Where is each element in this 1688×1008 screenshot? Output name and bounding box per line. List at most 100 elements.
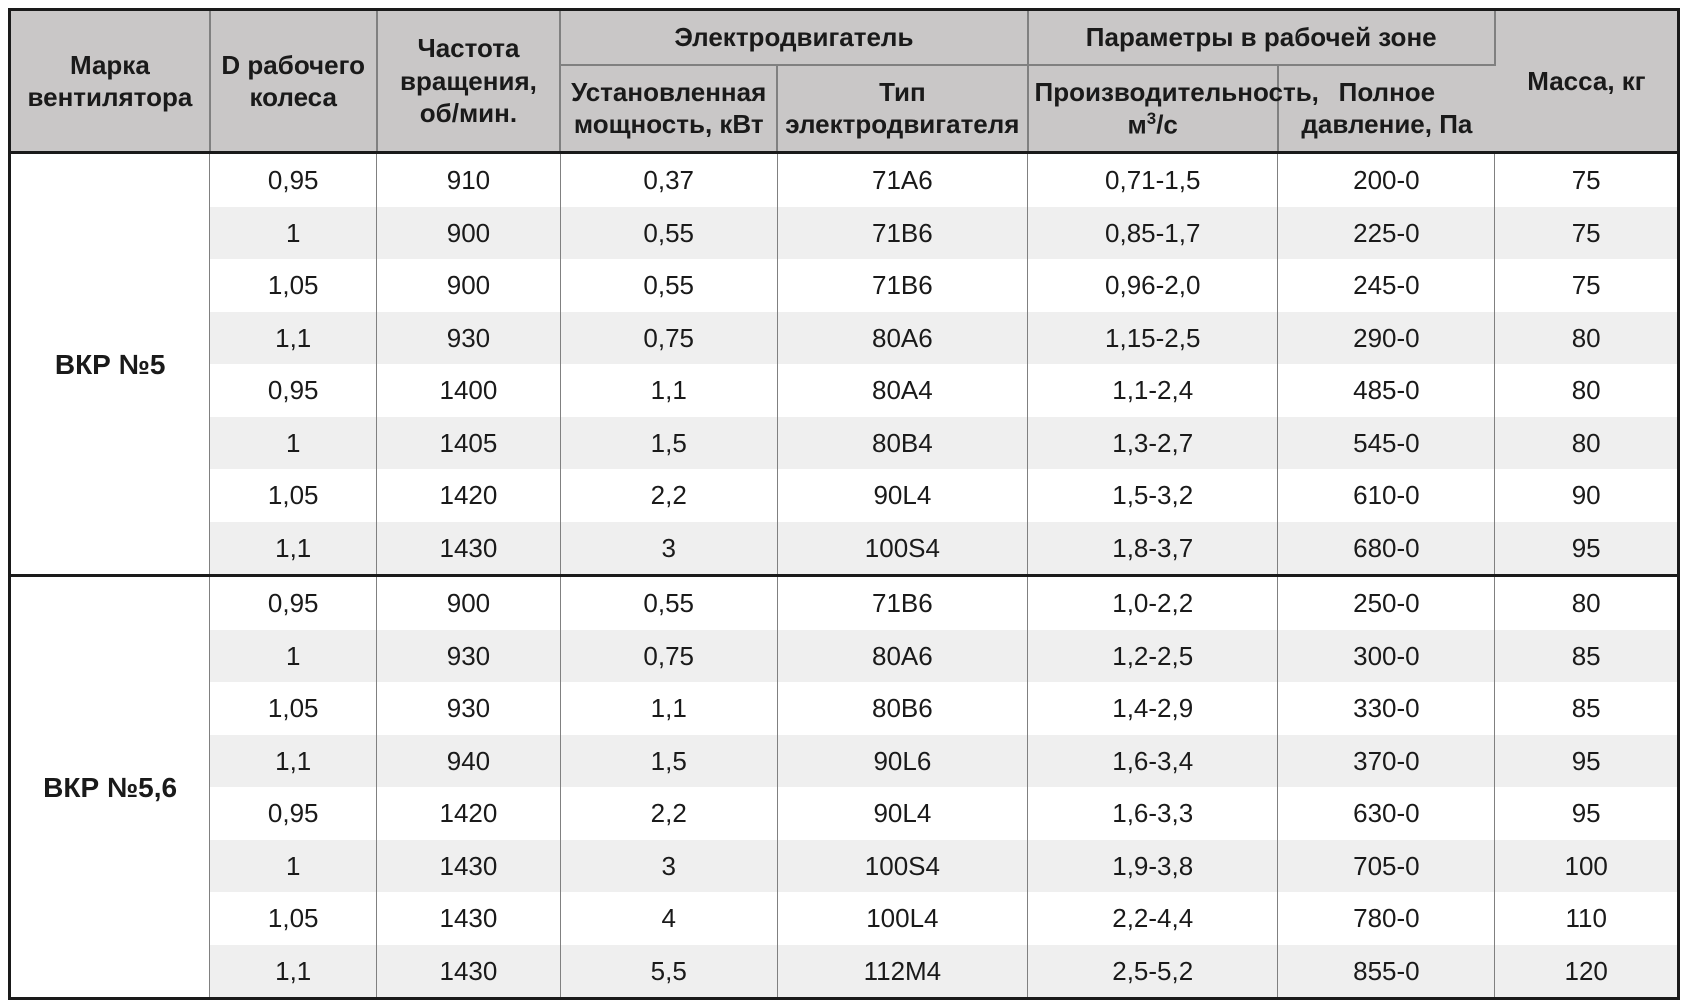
table-cell: 245-0 — [1278, 259, 1495, 312]
table-cell: 80В4 — [777, 417, 1027, 470]
table-row: 1,114303100S41,8-3,7680-095 — [10, 522, 1679, 576]
table-cell: 112М4 — [777, 945, 1027, 999]
table-cell: 71В6 — [777, 259, 1027, 312]
table-cell: 0,85-1,7 — [1028, 207, 1278, 260]
table-row: 1,114305,5112М42,5-5,2855-0120 — [10, 945, 1679, 999]
table-cell: 1430 — [377, 840, 561, 893]
table-cell: 0,95 — [210, 576, 377, 630]
table-cell: 90L6 — [777, 735, 1027, 788]
table-cell: 1420 — [377, 787, 561, 840]
table-cell: 71В6 — [777, 207, 1027, 260]
table-cell: 2,2 — [560, 787, 777, 840]
table-cell: 1,5-3,2 — [1028, 469, 1278, 522]
table-cell: 1,8-3,7 — [1028, 522, 1278, 576]
col-header-motor-group: Электродвигатель — [560, 10, 1027, 65]
table-cell: 0,96-2,0 — [1028, 259, 1278, 312]
table-cell: 1 — [210, 840, 377, 893]
table-cell: 290-0 — [1278, 312, 1495, 365]
table-cell: 1,1-2,4 — [1028, 364, 1278, 417]
table-cell: 80 — [1495, 576, 1679, 630]
table-cell: 900 — [377, 576, 561, 630]
table-cell: 1,1 — [560, 682, 777, 735]
table-cell: 0,71-1,5 — [1028, 153, 1278, 207]
col-header-power: Установленная мощность, кВт — [560, 65, 777, 153]
table-row: 0,9514202,290L41,6-3,3630-095 — [10, 787, 1679, 840]
table-cell: 930 — [377, 312, 561, 365]
table-cell: 855-0 — [1278, 945, 1495, 999]
table-cell: 1,1 — [560, 364, 777, 417]
table-row: 19300,7580А61,2-2,5300-085 — [10, 630, 1679, 683]
table-cell: 1,05 — [210, 259, 377, 312]
table-cell: 80А6 — [777, 630, 1027, 683]
table-cell: 2,5-5,2 — [1028, 945, 1278, 999]
table-cell: 930 — [377, 630, 561, 683]
table-cell: 1,05 — [210, 682, 377, 735]
table-cell: 90L4 — [777, 469, 1027, 522]
col-header-motor-type: Тип электродвигателя — [777, 65, 1027, 153]
col-header-perf: Производительность, м3/с — [1028, 65, 1278, 153]
table-cell: 1,0-2,2 — [1028, 576, 1278, 630]
col-header-zone-group: Параметры в рабочей зоне — [1028, 10, 1495, 65]
table-row: 1,059000,5571В60,96-2,0245-075 — [10, 259, 1679, 312]
col-header-brand: Марка вентилятора — [10, 10, 210, 153]
table-row: 0,9514001,180А41,1-2,4485-080 — [10, 364, 1679, 417]
table-cell: 930 — [377, 682, 561, 735]
table-cell: 75 — [1495, 259, 1679, 312]
table-cell: 5,5 — [560, 945, 777, 999]
table-cell: 80А6 — [777, 312, 1027, 365]
table-cell: 1,1 — [210, 735, 377, 788]
col-header-mass: Масса, кг — [1495, 10, 1679, 153]
table-cell: 90 — [1495, 469, 1679, 522]
table-cell: 1430 — [377, 945, 561, 999]
table-cell: 1405 — [377, 417, 561, 470]
table-cell: 1,15-2,5 — [1028, 312, 1278, 365]
table-cell: 0,95 — [210, 153, 377, 207]
table-row: 114303100S41,9-3,8705-0100 — [10, 840, 1679, 893]
table-cell: 0,95 — [210, 364, 377, 417]
table-row: 114051,580В41,3-2,7545-080 — [10, 417, 1679, 470]
table-cell: 610-0 — [1278, 469, 1495, 522]
table-cell: 80 — [1495, 364, 1679, 417]
table-cell: 3 — [560, 522, 777, 576]
table-cell: 0,55 — [560, 207, 777, 260]
table-cell: 75 — [1495, 207, 1679, 260]
table-cell: 1,9-3,8 — [1028, 840, 1278, 893]
table-cell: 80 — [1495, 312, 1679, 365]
table-cell: 1,1 — [210, 945, 377, 999]
table-cell: 71В6 — [777, 576, 1027, 630]
table-cell: 900 — [377, 259, 561, 312]
table-cell: 300-0 — [1278, 630, 1495, 683]
table-row: 1,19300,7580А61,15-2,5290-080 — [10, 312, 1679, 365]
table-cell: 80В6 — [777, 682, 1027, 735]
col-header-d-wheel: D рабочего колеса — [210, 10, 377, 153]
table-cell: 0,55 — [560, 576, 777, 630]
table-cell: 370-0 — [1278, 735, 1495, 788]
table-cell: 1,4-2,9 — [1028, 682, 1278, 735]
table-cell: 485-0 — [1278, 364, 1495, 417]
table-cell: 75 — [1495, 153, 1679, 207]
table-cell: 1430 — [377, 522, 561, 576]
col-header-rpm: Частота вращения, об/мин. — [377, 10, 561, 153]
table-cell: 85 — [1495, 682, 1679, 735]
fan-spec-table: Марка вентилятораD рабочего колесаЧастот… — [8, 8, 1680, 1000]
table-cell: 95 — [1495, 735, 1679, 788]
table-cell: 1,5 — [560, 417, 777, 470]
table-cell: 80А4 — [777, 364, 1027, 417]
table-cell: 1 — [210, 417, 377, 470]
table-cell: 900 — [377, 207, 561, 260]
table-cell: 90L4 — [777, 787, 1027, 840]
table-cell: 940 — [377, 735, 561, 788]
table-cell: 1420 — [377, 469, 561, 522]
table-cell: 0,95 — [210, 787, 377, 840]
group-label: ВКР №5,6 — [10, 576, 210, 999]
table-cell: 71А6 — [777, 153, 1027, 207]
table-cell: 910 — [377, 153, 561, 207]
table-cell: 1,6-3,3 — [1028, 787, 1278, 840]
table-cell: 1,2-2,5 — [1028, 630, 1278, 683]
table-cell: 680-0 — [1278, 522, 1495, 576]
table-cell: 1,3-2,7 — [1028, 417, 1278, 470]
group-label: ВКР №5 — [10, 153, 210, 576]
table-cell: 100 — [1495, 840, 1679, 893]
table-cell: 1 — [210, 630, 377, 683]
table-cell: 100S4 — [777, 522, 1027, 576]
